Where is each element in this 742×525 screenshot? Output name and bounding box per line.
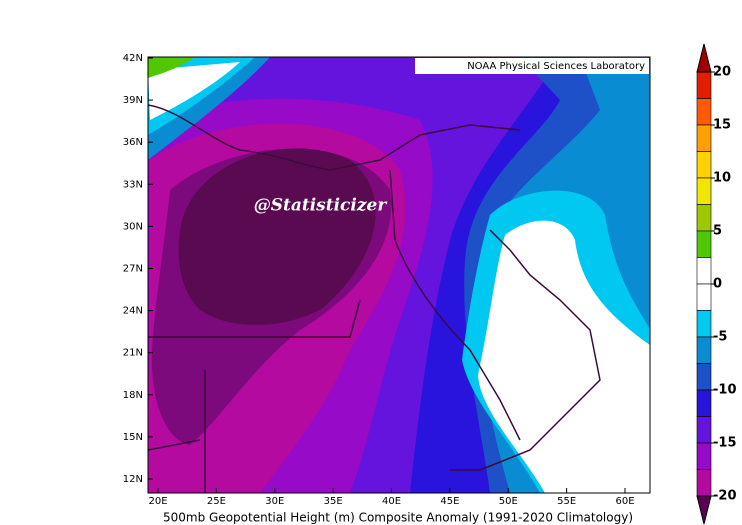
lon-label: 35E [324,496,343,507]
lat-label: 30N [123,221,143,232]
colorbar-label: 0 [713,277,722,292]
colorbar-label: -5 [713,330,727,345]
colorbar-cell [696,363,712,391]
colorbar-cell [696,389,712,417]
map-frame [147,56,651,494]
lon-label: 40E [382,496,401,507]
colorbar-cell [696,204,712,232]
colorbar-label: -20 [713,489,737,504]
colorbar-under [696,495,712,525]
lat-label: 24N [123,306,143,317]
colorbar-cell [696,124,712,152]
colorbar-cell [696,257,712,285]
lon-label: 55E [557,496,576,507]
credit-box [415,58,649,74]
colorbar-over [696,43,712,73]
colorbar-cell [696,336,712,364]
lon-label: 60E [615,496,634,507]
lon-label: 30E [265,496,284,507]
colorbar-cell [696,230,712,258]
lat-label: 27N [123,264,143,275]
colorbar-label: -15 [713,436,737,451]
colorbar-cell [696,71,712,99]
lon-label: 25E [207,496,226,507]
colorbar-cell [696,98,712,126]
lat-label: 42N [123,53,143,64]
watermark: @Statisticizer [254,196,388,216]
credit: NOAA Physical Sciences Laboratory [467,61,645,72]
colorbar-cell [696,469,712,497]
lat-label: 12N [123,474,143,485]
lat-label: 36N [123,137,143,148]
lon-label: 50E [499,496,518,507]
colorbar-cell [696,151,712,179]
lat-label: 39N [123,95,143,106]
lat-label: 33N [123,179,143,190]
colorbar-cell [696,442,712,470]
colorbar-cell [696,416,712,444]
lat-label: 18N [123,390,143,401]
colorbar-cell [696,310,712,338]
colorbar-label: 20 [713,65,731,80]
colorbar-label: -10 [713,383,737,398]
lat-label: 15N [123,432,143,443]
colorbar-cell [696,177,712,205]
colorbar-cell [696,283,712,311]
anomaly-field [148,57,650,493]
title: 500mb Geopotential Height (m) Composite … [163,511,633,525]
lat-label: 21N [123,348,143,359]
colorbar-label: 10 [713,171,731,186]
lon-label: 45E [440,496,459,507]
lon-label: 20E [148,496,167,507]
colorbar: 20 15 10 5 0 -5 -10 -15 -20 [696,43,737,525]
colorbar-label: 15 [713,118,731,133]
colorbar-label: 5 [713,224,722,239]
